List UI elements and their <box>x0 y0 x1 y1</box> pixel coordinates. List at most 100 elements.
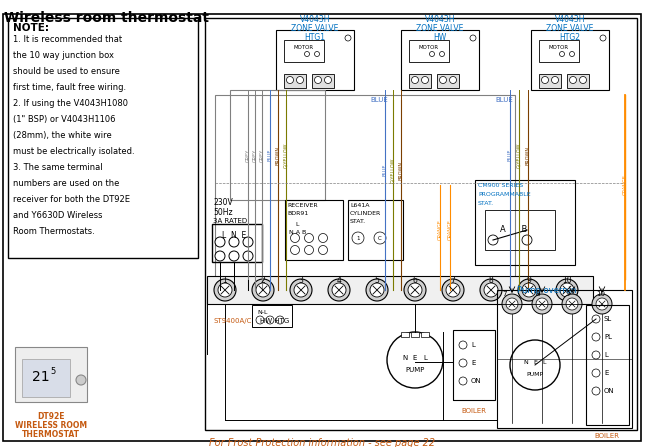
Circle shape <box>286 76 293 84</box>
Text: G/YELLOW: G/YELLOW <box>284 142 288 168</box>
Circle shape <box>266 316 274 324</box>
Circle shape <box>315 51 319 56</box>
Text: N: N <box>524 360 528 366</box>
Text: HTG2: HTG2 <box>559 33 580 42</box>
Text: 9: 9 <box>526 276 531 285</box>
Circle shape <box>522 283 536 297</box>
Text: BROWN: BROWN <box>399 160 404 180</box>
Text: 3A RATED: 3A RATED <box>213 218 247 224</box>
Text: ON: ON <box>604 388 615 394</box>
Bar <box>586 305 629 425</box>
Bar <box>252 305 292 327</box>
Circle shape <box>345 35 351 41</box>
Bar <box>22 359 70 397</box>
Circle shape <box>256 316 264 324</box>
Text: 3: 3 <box>299 276 303 285</box>
Circle shape <box>470 35 476 41</box>
Text: E: E <box>413 355 417 361</box>
Text: 1: 1 <box>223 276 228 285</box>
Circle shape <box>562 294 582 314</box>
Circle shape <box>522 235 532 245</box>
Circle shape <box>404 279 426 301</box>
Text: 2: 2 <box>261 276 265 285</box>
Circle shape <box>439 51 444 56</box>
Circle shape <box>332 283 346 297</box>
Circle shape <box>480 279 502 301</box>
Text: Room Thermostats.: Room Thermostats. <box>13 227 95 236</box>
Circle shape <box>592 315 600 323</box>
Circle shape <box>328 279 350 301</box>
Bar <box>205 18 637 430</box>
Text: GREY: GREY <box>246 148 250 162</box>
Circle shape <box>290 233 299 243</box>
Circle shape <box>559 51 564 56</box>
Text: A      B: A B <box>500 225 528 234</box>
Text: L: L <box>423 355 427 361</box>
Circle shape <box>502 294 522 314</box>
Bar <box>207 276 593 304</box>
Circle shape <box>408 283 422 297</box>
Circle shape <box>315 76 321 84</box>
Text: MOTOR: MOTOR <box>294 45 314 50</box>
Circle shape <box>215 251 225 261</box>
Bar <box>8 18 198 258</box>
Bar <box>401 332 409 337</box>
Circle shape <box>560 283 574 297</box>
Circle shape <box>459 377 467 385</box>
Circle shape <box>229 251 239 261</box>
Text: 230V: 230V <box>213 198 233 207</box>
Text: BROWN: BROWN <box>526 145 530 164</box>
Circle shape <box>276 316 284 324</box>
Circle shape <box>488 235 498 245</box>
Bar <box>285 200 343 260</box>
Text: G/YELLOW: G/YELLOW <box>390 157 395 183</box>
Text: PUMP: PUMP <box>405 367 424 373</box>
Text: 2. If using the V4043H1080: 2. If using the V4043H1080 <box>13 99 128 108</box>
Circle shape <box>592 351 600 359</box>
Circle shape <box>218 283 232 297</box>
Circle shape <box>304 245 313 254</box>
Text: N A B: N A B <box>289 230 306 235</box>
Text: BLUE: BLUE <box>370 97 388 103</box>
Circle shape <box>374 232 386 244</box>
Bar <box>230 90 325 200</box>
Text: MOTOR: MOTOR <box>419 45 439 50</box>
Bar <box>567 74 589 88</box>
Bar <box>409 74 431 88</box>
Circle shape <box>243 237 253 247</box>
Text: numbers are used on the: numbers are used on the <box>13 179 119 188</box>
Text: 9: 9 <box>566 291 570 297</box>
Circle shape <box>592 333 600 341</box>
Text: BOILER: BOILER <box>595 433 619 439</box>
Text: V4043H: V4043H <box>425 15 455 24</box>
Text: For Frost Protection information - see page 22: For Frost Protection information - see p… <box>209 438 435 447</box>
Circle shape <box>532 294 552 314</box>
Circle shape <box>592 369 600 377</box>
Text: ORANGE: ORANGE <box>437 219 442 240</box>
Text: HW HTG: HW HTG <box>260 318 289 324</box>
Text: 6: 6 <box>413 276 417 285</box>
Bar <box>284 74 306 88</box>
Text: L: L <box>542 360 546 366</box>
Text: C: C <box>378 236 382 240</box>
Text: ZONE VALVE: ZONE VALVE <box>546 24 593 33</box>
Circle shape <box>290 245 299 254</box>
Circle shape <box>412 76 419 84</box>
Text: L  N  E: L N E <box>222 231 246 240</box>
Text: 7: 7 <box>502 291 506 297</box>
Circle shape <box>570 51 575 56</box>
Text: E: E <box>604 370 608 376</box>
Text: N: N <box>402 355 408 361</box>
Circle shape <box>556 279 578 301</box>
Text: MOTOR: MOTOR <box>549 45 569 50</box>
Text: receiver for both the DT92E: receiver for both the DT92E <box>13 195 130 204</box>
Circle shape <box>290 279 312 301</box>
Text: and Y6630D Wireless: and Y6630D Wireless <box>13 211 103 220</box>
Text: 5: 5 <box>50 367 55 376</box>
Text: first time, fault free wiring.: first time, fault free wiring. <box>13 83 126 92</box>
Circle shape <box>592 294 612 314</box>
Text: 7: 7 <box>451 276 455 285</box>
Text: 1: 1 <box>356 236 360 240</box>
Circle shape <box>484 283 498 297</box>
Circle shape <box>596 298 608 310</box>
